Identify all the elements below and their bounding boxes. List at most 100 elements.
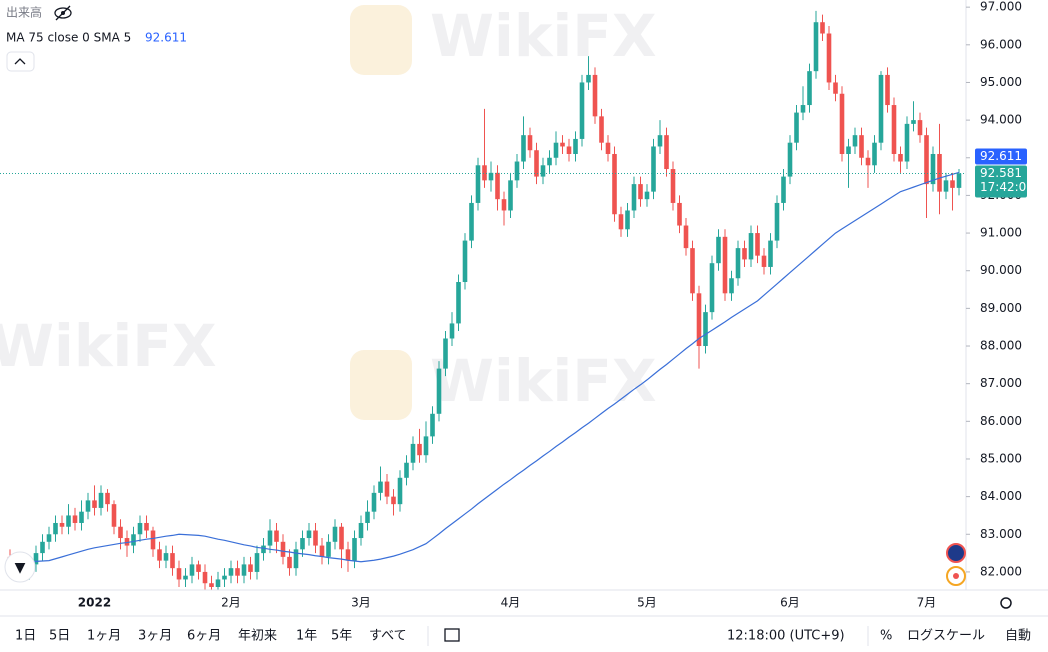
candle-body (521, 135, 526, 162)
candle-body (131, 534, 136, 546)
candle-body (677, 202, 682, 226)
settings-icon[interactable] (1000, 597, 1012, 609)
range-button[interactable]: 5日 (49, 629, 70, 644)
candle-body (417, 443, 422, 456)
watermark: WikiFX (430, 347, 657, 415)
candle-body (807, 71, 812, 106)
candle-body (612, 153, 617, 215)
collapse-button[interactable] (6, 51, 35, 72)
candle-body (46, 534, 52, 542)
goto-date-icon[interactable] (444, 628, 460, 642)
candle-body (319, 545, 325, 557)
y-tick-label: 85.000 (980, 451, 1022, 465)
y-tick-label: 88.000 (980, 339, 1022, 353)
flag-au (946, 543, 966, 563)
candle-body (937, 153, 942, 192)
candle-body (267, 530, 273, 546)
candle-body (924, 135, 929, 185)
candle-body (800, 105, 806, 113)
candle-body (943, 180, 949, 192)
svg-text:▼: ▼ (15, 560, 26, 576)
candle-body (352, 538, 357, 561)
candle-body (774, 202, 780, 241)
watermark: WikiFX (0, 312, 217, 380)
candle-body (391, 496, 396, 505)
candle-body (306, 530, 312, 539)
candle-body (469, 202, 474, 241)
candle-body (332, 526, 338, 542)
candle-body (124, 538, 130, 546)
range-button[interactable]: 1年 (296, 629, 317, 644)
candle-body (150, 530, 156, 550)
range-button[interactable]: 3ヶ月 (138, 629, 172, 644)
x-tick-label: 4月 (501, 596, 521, 610)
candle-body (410, 443, 416, 463)
candle-body (950, 180, 955, 188)
x-tick-label: 5月 (637, 596, 657, 610)
clock[interactable]: 12:18:00 (UTC+9) (727, 629, 845, 644)
y-tick-label: 97.000 (980, 0, 1022, 14)
candle-body (378, 481, 383, 493)
x-tick-label: 2月 (221, 596, 241, 610)
candle-body (755, 233, 760, 256)
candle-body (579, 82, 585, 139)
range-button[interactable]: 5年 (331, 629, 352, 644)
candle-body (222, 575, 227, 580)
flag-jp (946, 566, 966, 586)
auto-toggle[interactable]: 自動 (1005, 629, 1031, 644)
range-button[interactable]: 1ヶ月 (87, 629, 121, 644)
candle-body (85, 500, 91, 512)
candle-body (456, 282, 461, 324)
candle-body (196, 564, 201, 572)
candle-body (761, 255, 767, 267)
range-button[interactable]: すべて (369, 629, 407, 644)
candle-body (137, 522, 143, 535)
candle-body (449, 323, 455, 339)
candle-body (911, 120, 916, 124)
candle-body (189, 564, 195, 576)
range-button[interactable]: 6ヶ月 (187, 629, 221, 644)
candle-body (92, 500, 97, 508)
log-toggle[interactable]: ログスケール (907, 629, 985, 644)
candle-body (534, 150, 539, 177)
candle-body (820, 22, 825, 34)
y-tick-label: 90.000 (980, 263, 1022, 277)
candle-body (248, 564, 253, 572)
candle-body (573, 138, 578, 154)
candle-body (33, 553, 39, 565)
ma-value: 92.611 (145, 31, 187, 45)
candle-body (111, 504, 117, 527)
candle-body (423, 436, 429, 456)
candle-body (683, 225, 689, 249)
ma-label: MA 75 close 0 SMA 5 (6, 31, 131, 45)
candle-body (885, 74, 890, 106)
candle-body (644, 191, 650, 200)
percent-toggle[interactable]: % (880, 629, 892, 644)
candle-body (66, 515, 71, 527)
price-badge-time: 17:42:00 (980, 180, 1034, 194)
candle-body (657, 135, 663, 147)
candle-body (592, 74, 598, 117)
range-button[interactable]: 1日 (15, 629, 36, 644)
candle-body (300, 538, 305, 550)
y-tick-label: 87.000 (980, 376, 1022, 390)
candle-body (462, 240, 468, 283)
x-tick-label: 7月 (917, 596, 937, 610)
logo-button[interactable]: ▼ (4, 551, 36, 583)
toolbar: 12:18:00 (UTC+9) % ログスケール 自動 1日 5日 1ヶ月 3ヶ月 6… (15, 626, 1031, 646)
eye-icon[interactable] (54, 5, 72, 21)
y-tick-label: 96.000 (980, 37, 1022, 51)
candle-body (898, 153, 903, 162)
candle-body (53, 522, 58, 535)
range-button[interactable]: 年初来 (238, 629, 277, 644)
candle-body (183, 575, 188, 580)
candle-body (852, 135, 858, 147)
candle-body (846, 146, 851, 154)
watermark-logo (350, 350, 412, 420)
candle-body (209, 583, 214, 587)
watermarks: WikiFX WikiFX WikiFX (0, 2, 657, 420)
candle-body (404, 462, 409, 478)
y-tick-label: 94.000 (980, 113, 1022, 127)
candle-body (839, 93, 845, 154)
